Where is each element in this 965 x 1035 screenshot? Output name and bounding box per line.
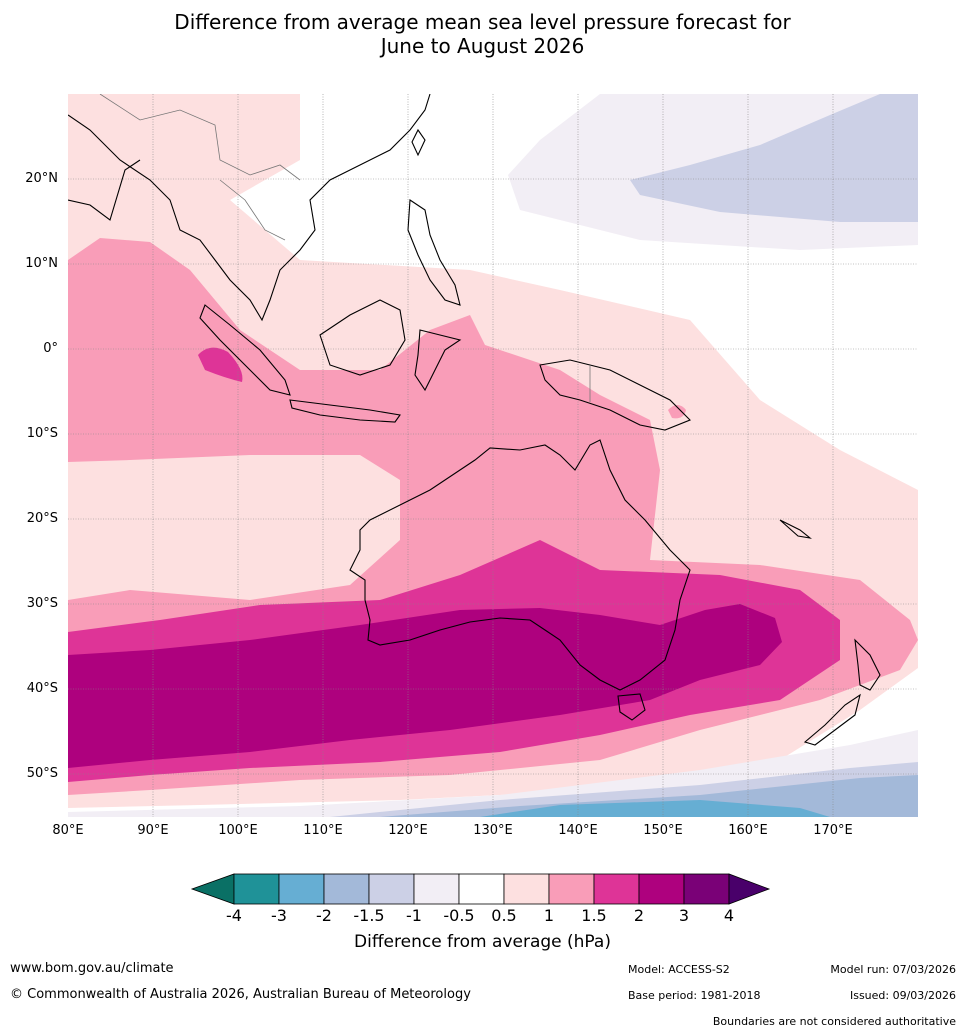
lon-label-130e: 130°E	[473, 823, 513, 838]
lon-label-140e: 140°E	[558, 823, 598, 838]
colorbar-tick: 4	[723, 906, 735, 925]
colorbar-cell	[233, 873, 280, 905]
colorbar-cell	[503, 873, 550, 905]
colorbar-arrow-low	[190, 873, 235, 905]
colorbar-cell	[638, 873, 685, 905]
title-line-2: June to August 2026	[380, 34, 585, 58]
contour-minus-1-to-minus-1.5-ne	[630, 94, 918, 222]
lon-label-100e: 100°E	[218, 823, 258, 838]
colorbar-cell	[368, 873, 415, 905]
colorbar-tick: 2	[633, 906, 645, 925]
lon-label-80e: 80°E	[52, 823, 84, 838]
new-caledonia-coastline	[779, 519, 812, 539]
contour-2-to-3	[68, 604, 782, 768]
colorbar-cell	[458, 873, 505, 905]
contour-0.5-to-1-north	[68, 94, 250, 240]
java-coastline	[289, 399, 401, 423]
colorbar-label: Difference from average (hPa)	[354, 932, 611, 952]
copyright-text: © Commonwealth of Australia 2026, Austra…	[10, 987, 471, 1002]
tasmania-coastline	[617, 693, 646, 721]
lon-label-150e: 150°E	[643, 823, 683, 838]
contour-minus-2-to-minus-3-s	[480, 800, 830, 817]
lat-label-40s: 40°S	[26, 681, 58, 696]
issued-text: Issued: 09/03/2026	[849, 989, 956, 1002]
lat-label-0: 0°	[43, 341, 58, 356]
graticule	[68, 94, 918, 817]
lat-label-10s: 10°S	[26, 426, 58, 441]
colorbar-cell	[683, 873, 730, 905]
colorbar-tick: 1	[543, 906, 555, 925]
lat-label-20s: 20°S	[26, 511, 58, 526]
australia-coastline	[349, 439, 691, 691]
lon-label-90e: 90°E	[137, 823, 169, 838]
colorbar-cell	[323, 873, 370, 905]
colorbar-tick: -1	[406, 906, 422, 925]
lat-label-50s: 50°S	[26, 766, 58, 781]
contour-1-to-1.5-island	[668, 405, 686, 419]
taiwan-coastline	[411, 128, 426, 157]
coastlines	[68, 94, 881, 746]
website-link[interactable]: www.bom.gov.au/climate	[10, 961, 174, 976]
country-borders	[99, 94, 591, 402]
contour-minus-1.5-to-minus-2-s	[380, 775, 918, 817]
colorbar-cell	[548, 873, 595, 905]
lon-label-120e: 120°E	[388, 823, 428, 838]
border-mainland-asia	[99, 94, 301, 181]
lon-label-170e: 170°E	[813, 823, 853, 838]
colorbar-arrow-high	[728, 873, 771, 905]
lon-label-110e: 110°E	[303, 823, 343, 838]
model-run-text: Model run: 07/03/2026	[830, 963, 956, 976]
colorbar-tick: -4	[226, 906, 242, 925]
borneo-coastline	[319, 299, 406, 376]
colorbar-tick: 1.5	[581, 906, 607, 925]
forecast-map	[68, 94, 918, 817]
colorbar-cell	[593, 873, 640, 905]
sulawesi-coastline	[414, 329, 462, 392]
new-guinea-coastline	[539, 359, 691, 431]
base-period-text: Base period: 1981-2018	[628, 989, 761, 1002]
lat-label-10n: 10°N	[25, 256, 58, 271]
lat-label-30s: 30°S	[26, 596, 58, 611]
colorbar-cell	[278, 873, 325, 905]
colorbar-tick: 0.5	[491, 906, 517, 925]
disclaimer-text: Boundaries are not considered authoritat…	[712, 1015, 956, 1028]
lon-label-160e: 160°E	[728, 823, 768, 838]
colorbar-cells	[190, 873, 771, 905]
asia-mainland-coastline	[68, 94, 431, 322]
colorbar-cell	[413, 873, 460, 905]
map-title: Difference from average mean sea level p…	[0, 10, 965, 58]
colorbar-tick: -0.5	[443, 906, 475, 925]
title-line-1: Difference from average mean sea level p…	[174, 10, 791, 34]
colorbar-tick: -3	[271, 906, 287, 925]
new-zealand-south-coastline	[803, 693, 861, 746]
philippines-coastline	[407, 199, 461, 306]
contour-1.5-to-2-west	[198, 347, 243, 382]
new-zealand-north-coastline	[854, 638, 881, 691]
india-coastline	[68, 159, 141, 221]
colorbar	[190, 873, 771, 905]
sumatra-coastline	[199, 304, 291, 396]
model-text: Model: ACCESS-S2	[628, 963, 730, 976]
colorbar-tick: -2	[316, 906, 332, 925]
border-indochina	[219, 179, 286, 241]
colorbar-tick: -1.5	[353, 906, 385, 925]
colorbar-tick: 3	[678, 906, 690, 925]
lat-label-20n: 20°N	[25, 171, 58, 186]
